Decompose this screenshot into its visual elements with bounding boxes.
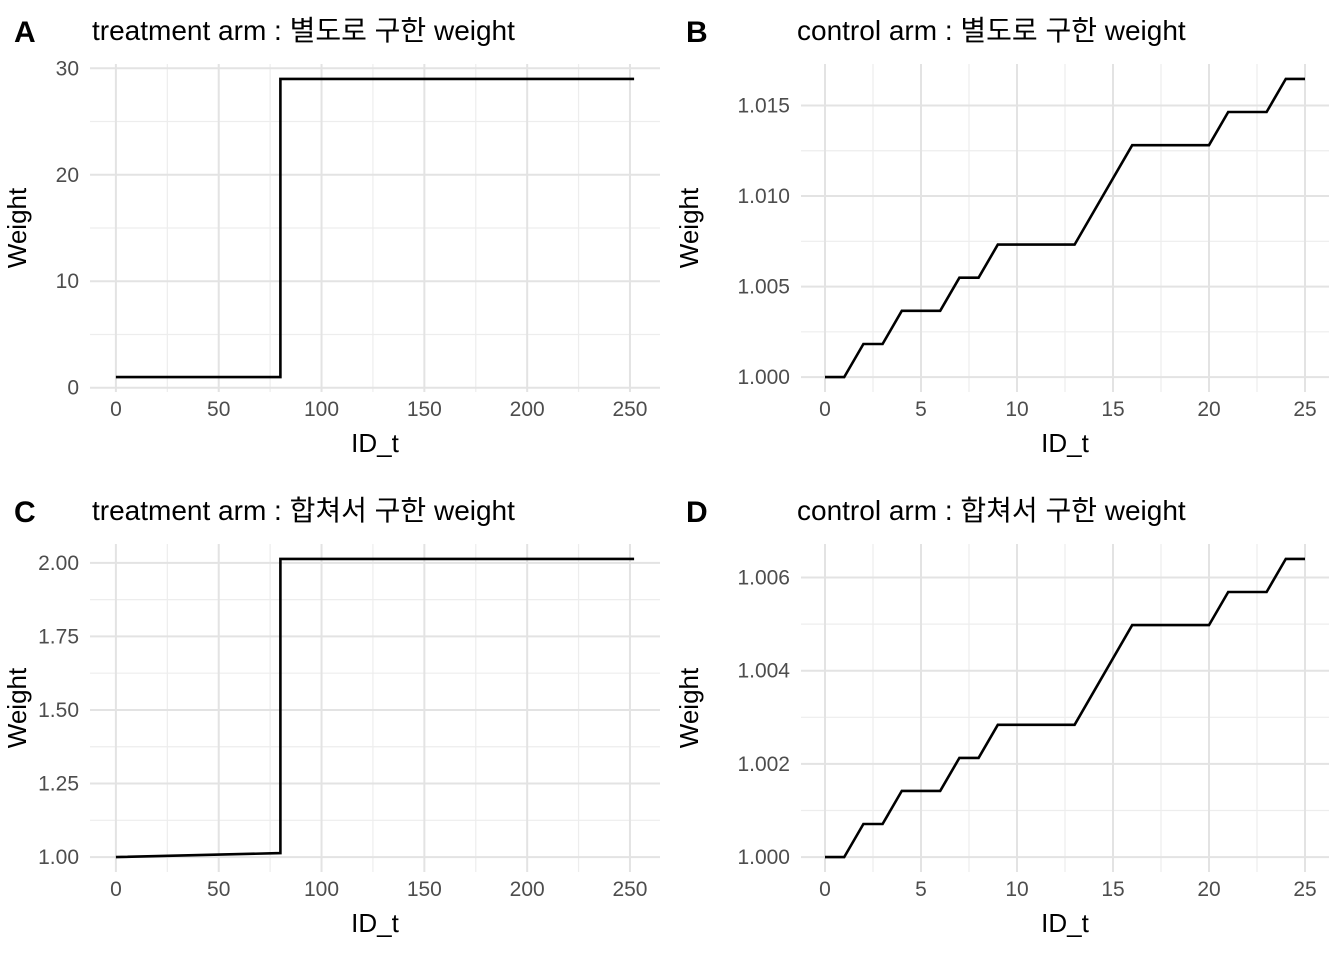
y-tick-label: 1.010	[737, 185, 790, 208]
panel-tag: B	[686, 16, 708, 49]
weight-line	[825, 557, 1305, 859]
gridlines-major	[801, 64, 1329, 392]
x-axis-title: ID_t	[1041, 428, 1089, 458]
y-tick-label: 1.000	[737, 366, 790, 389]
x-tick-label: 10	[1005, 398, 1028, 421]
y-tick-label: 1.002	[737, 753, 790, 776]
x-tick-label: 250	[612, 878, 647, 901]
x-tick-label: 50	[207, 878, 230, 901]
x-axis-title: ID_t	[351, 428, 399, 458]
x-tick-label: 100	[304, 878, 339, 901]
x-tick-label: 5	[915, 878, 927, 901]
y-tick-label: 10	[56, 270, 79, 293]
x-tick-label: 150	[407, 878, 442, 901]
gridlines-major	[801, 544, 1329, 872]
x-tick-label: 100	[304, 398, 339, 421]
panel-title: control arm : 합쳐서 구한 weight	[797, 495, 1186, 526]
y-tick-label: 1.000	[737, 846, 790, 869]
weight-line	[115, 77, 635, 379]
y-tick-label: 2.00	[38, 552, 79, 575]
weight-line	[825, 77, 1305, 379]
y-tick-label: 30	[56, 57, 79, 80]
x-tick-label: 0	[819, 878, 831, 901]
y-tick-label: 1.005	[737, 276, 790, 299]
x-tick-label: 0	[819, 398, 831, 421]
x-tick-label: 15	[1101, 398, 1124, 421]
x-tick-label: 20	[1197, 398, 1220, 421]
y-axis-title: Weight	[2, 187, 32, 268]
y-tick-label: 1.006	[737, 567, 790, 590]
panel-tag: C	[14, 496, 36, 529]
x-tick-label: 200	[510, 878, 545, 901]
x-tick-label: 25	[1293, 878, 1316, 901]
y-tick-label: 1.75	[38, 625, 79, 648]
x-tick-label: 20	[1197, 878, 1220, 901]
panel-tag: D	[686, 496, 708, 529]
gridlines-minor	[90, 64, 660, 392]
x-axis-title: ID_t	[1041, 908, 1089, 938]
weight-line	[115, 557, 635, 859]
y-tick-label: 1.015	[737, 95, 790, 118]
y-axis-title: Weight	[674, 667, 704, 748]
gridlines-major	[90, 544, 660, 872]
y-tick-label: 0	[67, 377, 79, 400]
x-tick-label: 15	[1101, 878, 1124, 901]
y-tick-label: 20	[56, 164, 79, 187]
x-tick-label: 0	[110, 398, 122, 421]
y-axis-title: Weight	[674, 187, 704, 268]
x-tick-label: 50	[207, 398, 230, 421]
x-tick-label: 200	[510, 398, 545, 421]
x-tick-label: 10	[1005, 878, 1028, 901]
x-tick-label: 0	[110, 878, 122, 901]
x-tick-label: 150	[407, 398, 442, 421]
panel-title: treatment arm : 별도로 구한 weight	[92, 15, 515, 46]
gridlines-minor	[90, 544, 660, 872]
gridlines-minor	[801, 64, 1329, 392]
y-tick-label: 1.50	[38, 699, 79, 722]
panel-title: control arm : 별도로 구한 weight	[797, 15, 1186, 46]
x-tick-label: 250	[612, 398, 647, 421]
y-tick-label: 1.25	[38, 773, 79, 796]
x-axis-title: ID_t	[351, 908, 399, 938]
y-axis-title: Weight	[2, 667, 32, 748]
y-tick-label: 1.00	[38, 846, 79, 869]
panel-tag: A	[14, 16, 36, 49]
panel-title: treatment arm : 합쳐서 구한 weight	[92, 495, 515, 526]
x-tick-label: 5	[915, 398, 927, 421]
gridlines-major	[90, 64, 660, 392]
y-tick-label: 1.004	[737, 660, 790, 683]
x-tick-label: 25	[1293, 398, 1316, 421]
